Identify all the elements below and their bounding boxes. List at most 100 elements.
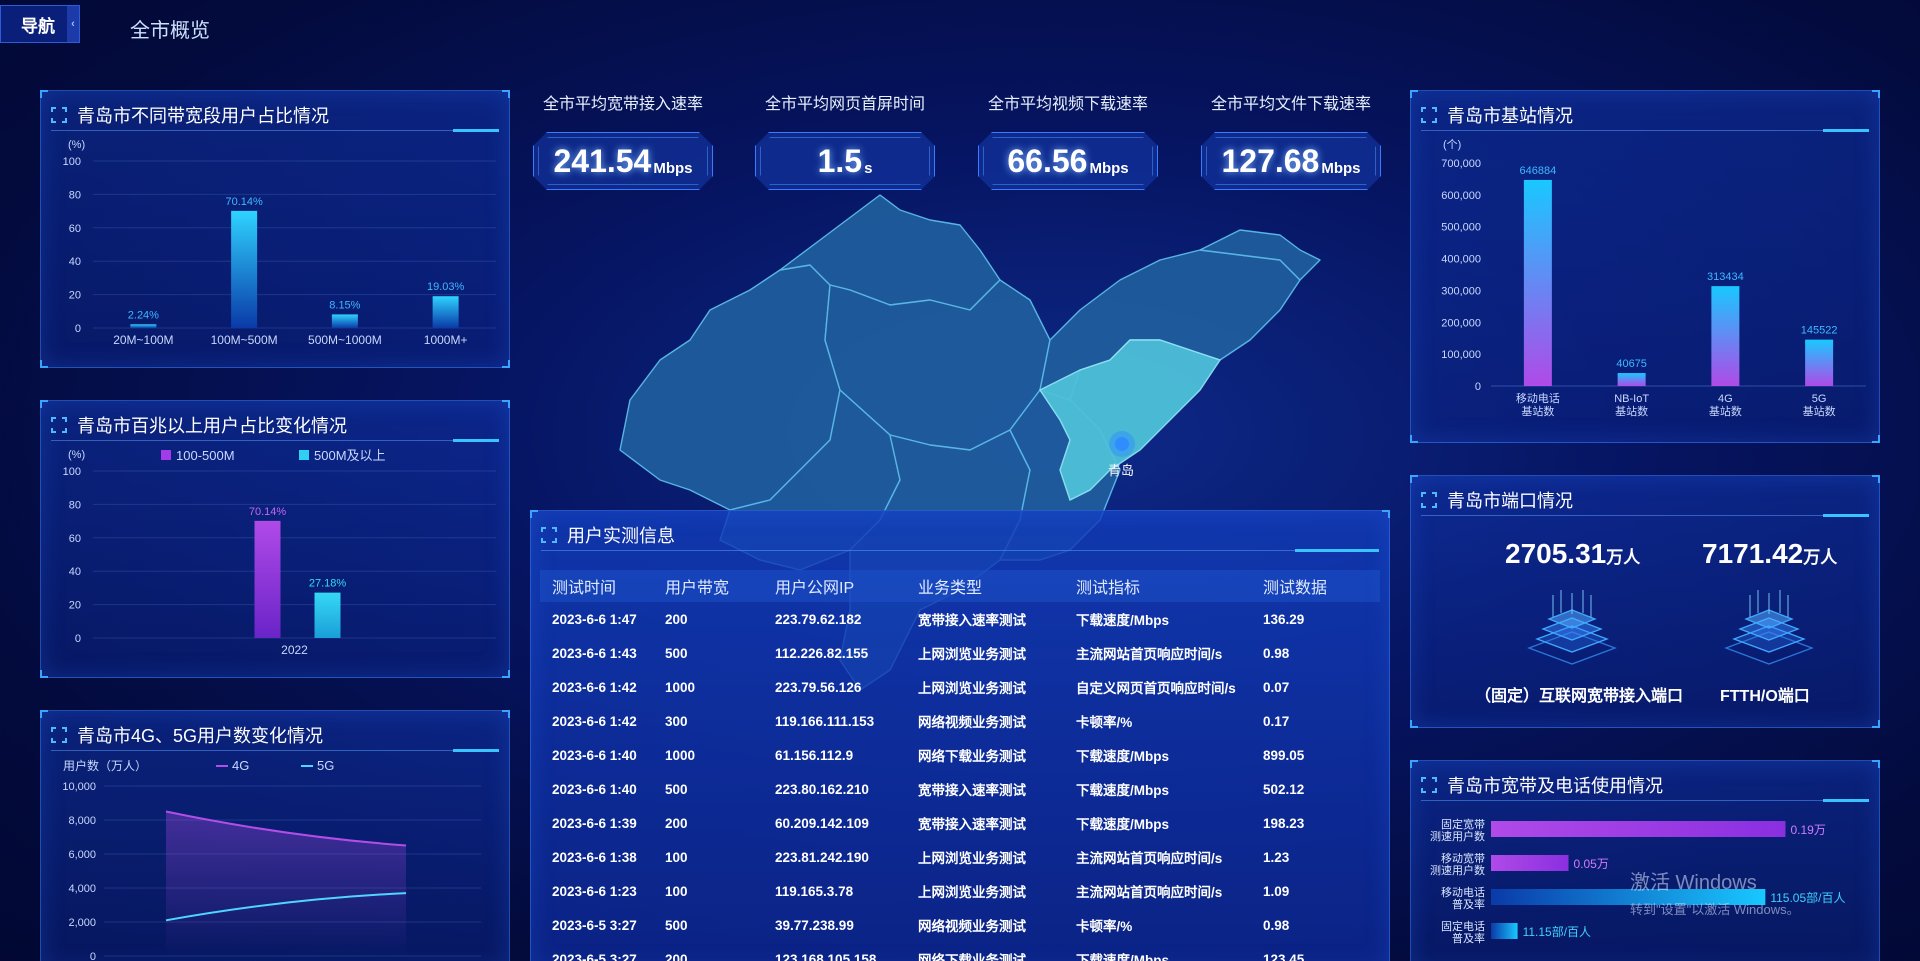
kpi-value: 66.56 (1007, 142, 1088, 179)
port-broadband-label: （固定）互联网宽带接入端口 (1475, 688, 1684, 705)
table-row[interactable]: 2023-6-6 1:43 500 112.226.82.155 上网浏览业务测试 主流… (540, 636, 1380, 670)
port-ftth-value: 7171.42万人 (1702, 538, 1837, 570)
panel-title-icon (51, 726, 67, 743)
table-cell: 上网浏览业务测试 (918, 647, 1026, 662)
y-tick-label: 80 (69, 189, 81, 201)
chevron-left-icon[interactable]: ‹ (67, 6, 79, 42)
bar (432, 296, 459, 328)
table-row[interactable]: 2023-6-6 1:23 100 119.165.3.78 上网浏览业务测试 主流网站… (540, 874, 1380, 908)
kpi-box: 66.56 Mbps (978, 132, 1158, 190)
data-label: 8.15% (329, 299, 360, 311)
axis-unit-label: (%) (68, 139, 85, 151)
table-cell: 39.77.238.99 (775, 917, 854, 933)
panel-ports: 青岛市端口情况 (1410, 475, 1880, 728)
panel-broadband-share: 青岛市不同带宽段用户占比情况 (%) 0 20 40 60 80 100 2.24% 20M~1… (40, 90, 510, 368)
table-row[interactable]: 2023-6-5 3:27 500 39.77.238.99 网络视频业务测试 卡顿率/… (540, 908, 1380, 942)
table-cell: 119.165.3.78 (775, 883, 854, 899)
watermark-line1: 激活 Windows (1630, 872, 1757, 894)
table-cell: 0.98 (1263, 645, 1290, 661)
x-tick-label: 移动电话 (1516, 392, 1560, 405)
legend-label: 5G (317, 758, 334, 773)
table-row[interactable]: 2023-6-6 1:47 200 223.79.62.182 宽带接入速率测试 下载速… (540, 602, 1380, 636)
data-label: 115.05部/百人 (1770, 890, 1845, 905)
panel-title: 青岛市基站情况 (1447, 105, 1573, 126)
kpi-unit: Mbps (653, 160, 693, 177)
panel-title-icon (51, 416, 67, 433)
y-tick-label: 测速用户数 (1430, 863, 1485, 877)
map-city-marker[interactable] (1115, 437, 1129, 451)
bar (1491, 889, 1766, 905)
data-label: 145522 (1801, 325, 1838, 337)
table-cell: 123.168.105.158 (775, 951, 877, 961)
legend-label: 500M及以上 (314, 448, 386, 463)
bar (1491, 923, 1518, 939)
nav-label: 导航 (21, 16, 55, 36)
table-cell: 2023-6-6 1:40 (552, 747, 637, 763)
table-cell: 2023-6-6 1:38 (552, 849, 637, 865)
table-cell: 0.07 (1263, 679, 1290, 695)
panel-title: 青岛市4G、5G用户数变化情况 (77, 725, 324, 746)
bar (314, 592, 341, 638)
table-cell: 主流网站首页响应时间/s (1076, 647, 1223, 662)
kpi-unit: s (864, 160, 873, 177)
table-body: 2023-6-6 1:47 200 223.79.62.182 宽带接入速率测试 下载速… (540, 602, 1380, 961)
x-tick-label: 5G (1812, 393, 1827, 405)
table-cell: 2023-6-6 1:43 (552, 645, 637, 661)
data-label: 19.03% (427, 281, 465, 293)
x-tick-label: 基站数 (1709, 404, 1742, 418)
port-broadband-value: 2705.31万人 (1505, 538, 1640, 570)
panel-title-icon (541, 526, 557, 543)
data-label: 27.18% (309, 578, 347, 590)
table-row[interactable]: 2023-6-6 1:40 1000 61.156.112.9 网络下载业务测试 下载速… (540, 738, 1380, 772)
user-tests-table: 测试时间 用户带宽 用户公网IP 业务类型 测试指标 测试数据 2023-6-6… (540, 570, 1380, 961)
x-tick-label: NB-IoT (1614, 393, 1649, 405)
kpi-value: 241.54 (553, 142, 652, 179)
table-cell: 2023-6-6 1:39 (552, 815, 637, 831)
header-cell: 测试时间 (552, 580, 617, 597)
kpi-unit: Mbps (1089, 160, 1129, 177)
table-row[interactable]: 2023-6-6 1:42 300 119.166.111.153 网络视频业务测试 卡… (540, 704, 1380, 738)
table-row[interactable]: 2023-6-6 1:39 200 60.209.142.109 宽带接入速率测试 下载… (540, 806, 1380, 840)
table-row[interactable]: 2023-6-6 1:38 100 223.81.242.190 上网浏览业务测试 主流… (540, 840, 1380, 874)
x-tick-label: 基站数 (1521, 404, 1554, 418)
kpi-video-speed: 全市平均视频下载速率 66.56 Mbps (973, 90, 1163, 190)
map-region-qingdao[interactable] (1038, 339, 1222, 501)
table-cell: 100 (665, 883, 688, 899)
table-cell: 2023-6-6 1:42 (552, 713, 637, 729)
y-tick-label: 测速用户数 (1430, 829, 1485, 843)
panel-usage: 青岛市宽带及电话使用情况 固定宽带 测速用户数 0.19万 移动宽带 测速用户数 0.05… (1410, 760, 1880, 961)
panel-base-stations: 青岛市基站情况 (个) 0 100,000 200,000 300,000 400,000… (1410, 90, 1880, 443)
legend-swatch (161, 450, 171, 460)
table-cell: 0.17 (1263, 713, 1290, 729)
header-cell: 用户公网IP (775, 580, 855, 597)
table-cell: 1.09 (1263, 883, 1290, 899)
bar (1491, 821, 1786, 837)
y-tick-label: 0 (75, 633, 81, 645)
data-label: 2.24% (128, 309, 159, 321)
table-row[interactable]: 2023-6-5 3:27 200 123.168.105.158 网络下载业务测试 下… (540, 942, 1380, 961)
x-tick-label: 基站数 (1803, 404, 1836, 418)
header-cell: 测试数据 (1263, 580, 1328, 597)
y-tick-label: 8,000 (68, 815, 96, 827)
table-row[interactable]: 2023-6-6 1:40 500 223.80.162.210 宽带接入速率测试 下载… (540, 772, 1380, 806)
y-tick-label: 2,000 (68, 917, 96, 929)
panel-title-icon (1421, 491, 1437, 508)
data-label: 70.14% (249, 506, 287, 518)
axis-unit-label: (%) (68, 449, 85, 461)
table-row[interactable]: 2023-6-6 1:42 1000 223.79.56.126 上网浏览业务测试 自定… (540, 670, 1380, 704)
data-label: 0.05万 (1574, 857, 1609, 871)
table-cell: 1.23 (1263, 849, 1290, 865)
data-label: 40675 (1616, 358, 1647, 370)
table-header: 测试时间 用户带宽 用户公网IP 业务类型 测试指标 测试数据 (540, 570, 1380, 602)
table-cell: 2023-6-5 3:27 (552, 917, 637, 933)
data-label: 0.19万 (1791, 823, 1826, 837)
panel-over100m-change: 青岛市百兆以上用户占比变化情况 (%) 100-500M 500M及以上 0 20 40 6… (40, 400, 510, 678)
table-cell: 123.45 (1263, 951, 1305, 961)
header-cell: 业务类型 (918, 580, 983, 597)
table-cell: 卡顿率/% (1076, 715, 1133, 730)
y-tick-label: 移动宽带 (1441, 851, 1485, 865)
map-region-weihai[interactable] (1199, 229, 1321, 281)
port-value: 7171.42 (1702, 538, 1804, 569)
panel-title: 用户实测信息 (567, 525, 675, 546)
nav-button[interactable]: 导航 ‹ (0, 5, 80, 43)
